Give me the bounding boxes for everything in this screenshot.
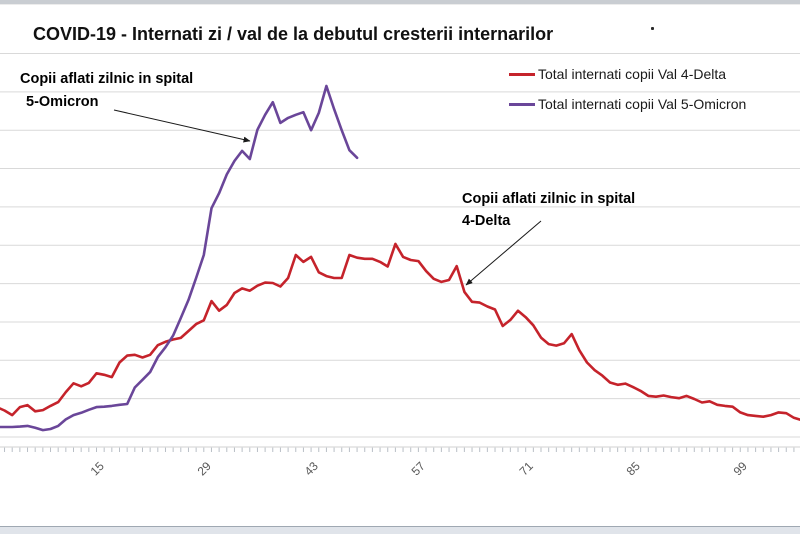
legend-label-val4-delta: Total internati copii Val 4-Delta [538,66,727,82]
legend-label-val5-omicron: Total internati copii Val 5-Omicron [538,96,747,112]
annotation-delta-line1: Copii aflati zilnic in spital [462,191,636,207]
annotation-omicron-line2: 5-Omicron [26,94,99,110]
legend-item-val4-delta: Total internati copii Val 4-Delta [509,66,746,82]
x-axis [0,446,800,452]
window-top-edge [0,0,800,5]
annotation-delta-line2: 4-Delta [462,213,511,229]
horizontal-gridlines [0,53,800,438]
stray-pixel-artifact [651,27,654,30]
annotation-omicron-line1: Copii aflati zilnic in spital [20,71,194,87]
legend-line-swatch-purple [509,102,535,106]
data-series-lines [0,84,800,432]
series-line-0 [0,242,800,421]
legend-line-swatch-red [509,72,535,76]
window-bottom-edge [0,526,800,534]
chart-title: COVID-19 - Internati zi / val de la debu… [33,24,554,44]
annotation-delta: Copii aflati zilnic in spital 4-Delta [462,191,635,229]
annotation-omicron: Copii aflati zilnic in spital 5-Omicron [20,71,193,110]
legend-item-val5-omicron: Total internati copii Val 5-Omicron [509,96,746,112]
annotation-arrows [113,109,542,286]
legend: Total internati copii Val 4-Delta Total … [509,66,746,126]
series-line-1 [0,84,359,432]
